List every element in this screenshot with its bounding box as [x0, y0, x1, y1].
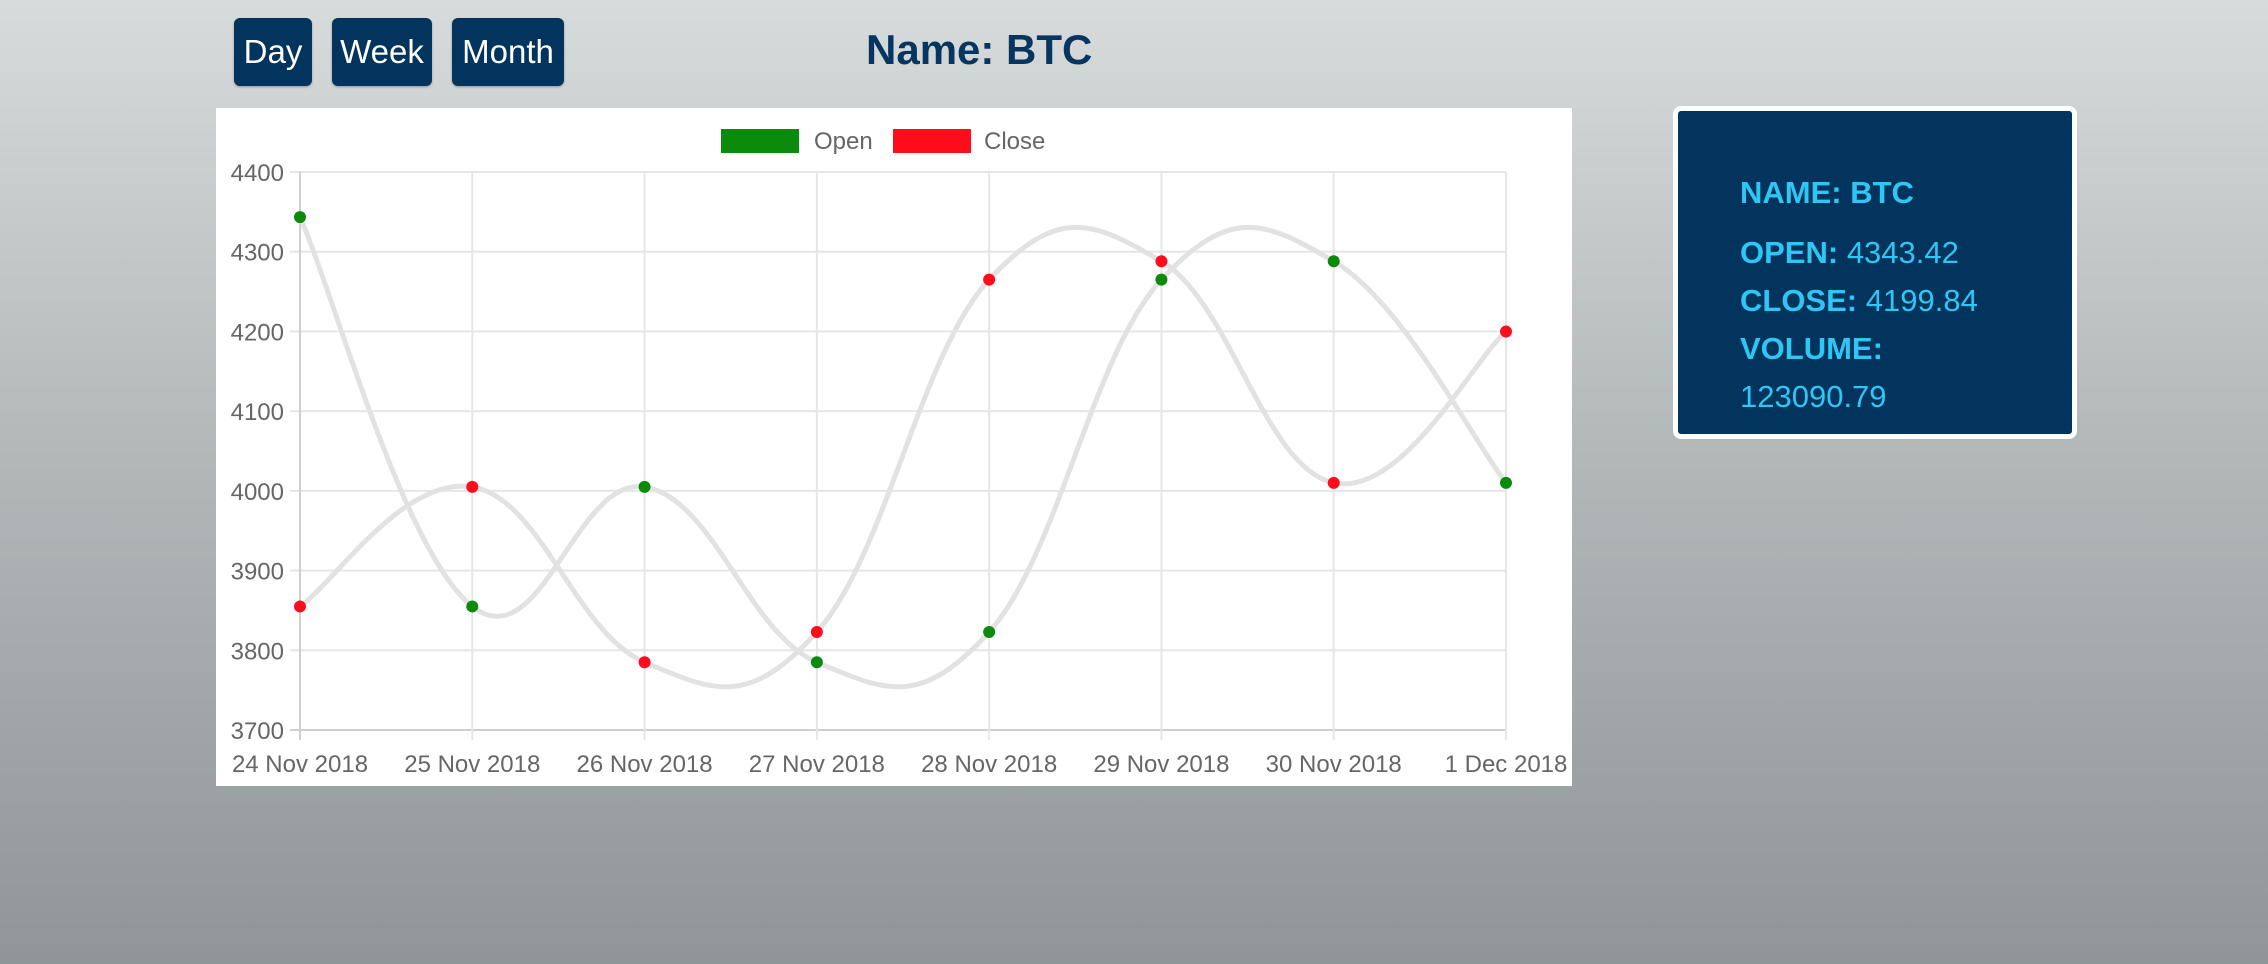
- y-tick-label: 3900: [231, 559, 284, 586]
- y-tick-label: 4000: [231, 479, 284, 506]
- data-point-close: [810, 625, 823, 638]
- y-tick-label: 4100: [231, 399, 284, 426]
- y-tick-label: 4200: [231, 319, 284, 346]
- data-point-close: [983, 273, 996, 286]
- data-point-close: [294, 600, 306, 613]
- x-tick-label: 1 Dec 2018: [1445, 751, 1568, 778]
- data-point-close: [1155, 255, 1168, 268]
- y-tick-label: 3700: [231, 718, 284, 745]
- x-tick-label: 26 Nov 2018: [577, 751, 713, 778]
- legend-swatch-open: [719, 127, 801, 155]
- data-point-open: [466, 600, 479, 613]
- info-close-value: 4199.84: [1865, 283, 1978, 318]
- month-button[interactable]: Month: [452, 18, 564, 86]
- info-open: OPEN: 4343.42: [1740, 233, 1959, 273]
- data-point-close: [1327, 476, 1340, 489]
- data-point-close: [1500, 325, 1512, 338]
- x-tick-label: 27 Nov 2018: [749, 751, 885, 778]
- x-tick-label: 24 Nov 2018: [232, 751, 368, 778]
- data-point-close: [638, 656, 651, 669]
- info-volume-value: 123090.79: [1740, 377, 1887, 417]
- info-name-label: NAME:: [1740, 175, 1842, 210]
- data-point-open: [1500, 476, 1512, 489]
- price-chart: 3700 3800 3900 4000 4100 4200 4300 4400 24 Nov 2…: [231, 127, 1568, 778]
- data-point-open: [1327, 255, 1340, 268]
- legend-label-close: Close: [984, 128, 1045, 155]
- info-open-value: 4343.42: [1846, 235, 1959, 270]
- y-tick-label: 3800: [231, 638, 284, 665]
- x-tick-label: 25 Nov 2018: [404, 751, 540, 778]
- x-tick-label: 30 Nov 2018: [1266, 751, 1402, 778]
- x-tick-label: 29 Nov 2018: [1093, 751, 1229, 778]
- page-title: Name: BTC: [866, 26, 1093, 73]
- info-volume-label-text: VOLUME:: [1740, 331, 1883, 366]
- y-tick-label: 4400: [231, 160, 284, 187]
- coin-info-box: NAME: BTC OPEN: 4343.42 CLOSE: 4199.84 V…: [1673, 106, 2077, 439]
- info-close-label: CLOSE:: [1740, 283, 1858, 318]
- data-point-open: [638, 480, 651, 493]
- info-name-value: BTC: [1850, 175, 1914, 210]
- info-open-label: OPEN:: [1740, 235, 1839, 270]
- legend-swatch-close: [891, 127, 973, 155]
- data-point-open: [810, 656, 823, 669]
- info-close: CLOSE: 4199.84: [1740, 281, 1978, 321]
- day-button[interactable]: Day: [234, 18, 312, 86]
- info-volume-label: VOLUME:: [1740, 329, 1883, 369]
- info-volume-value-text: 123090.79: [1740, 379, 1887, 414]
- data-point-close: [466, 480, 479, 493]
- x-tick-label: 28 Nov 2018: [921, 751, 1057, 778]
- data-point-open: [294, 211, 306, 224]
- info-name: NAME: BTC: [1740, 173, 1914, 213]
- legend-label-open: Open: [814, 128, 873, 155]
- price-chart-panel: 3700 3800 3900 4000 4100 4200 4300 4400 24 Nov 2…: [216, 108, 1572, 786]
- data-point-open: [1155, 273, 1168, 286]
- data-point-open: [983, 625, 996, 638]
- week-button[interactable]: Week: [332, 18, 432, 86]
- y-tick-label: 4300: [231, 240, 284, 267]
- series-line-close: [298, 225, 1508, 690]
